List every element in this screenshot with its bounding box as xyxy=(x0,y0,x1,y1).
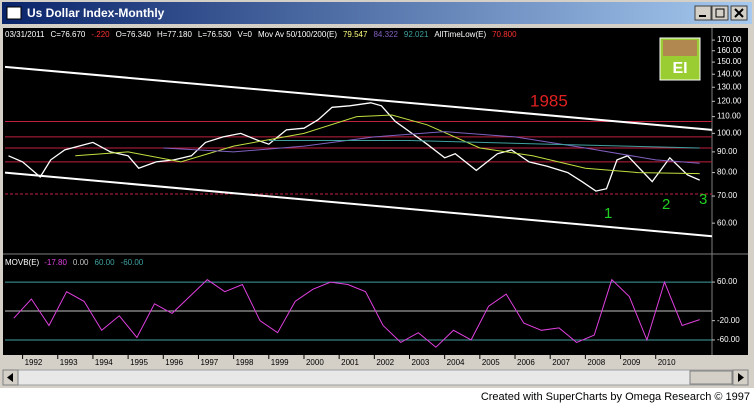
header-label: 84.322 xyxy=(373,30,398,39)
close-icon xyxy=(734,8,744,18)
y-tick-label: 100.00 xyxy=(717,128,742,137)
y-tick-label: 130.00 xyxy=(717,82,742,91)
header-label: -17.80 xyxy=(44,258,67,267)
y-tick-label: 120.00 xyxy=(717,96,742,105)
trendline xyxy=(4,171,713,238)
x-tick-label: 2000 xyxy=(306,358,324,367)
annotation: 1985 xyxy=(530,91,568,110)
y-tick-label: -60.00 xyxy=(717,335,740,344)
y-tick-label: 170.00 xyxy=(717,35,742,44)
y-tick-label: 110.00 xyxy=(717,112,741,121)
y-tick-label: 150.00 xyxy=(717,57,742,66)
y-tick-label: 80.00 xyxy=(717,168,738,177)
scroll-right-icon xyxy=(738,373,744,382)
y-tick-label: -20.00 xyxy=(717,316,740,325)
maximize-icon xyxy=(715,8,725,18)
header-label: -60.00 xyxy=(121,258,144,267)
x-tick-label: 2006 xyxy=(517,358,535,367)
trendline xyxy=(4,65,713,131)
x-tick-label: 2008 xyxy=(587,358,605,367)
x-tick-label: 1995 xyxy=(130,358,148,367)
x-tick-label: 1996 xyxy=(165,358,183,367)
header-label: 70.800 xyxy=(492,30,517,39)
scroll-left-icon xyxy=(7,373,13,382)
panel-title: MOVB(E) xyxy=(5,258,40,267)
y-tick-label: 60.00 xyxy=(717,277,738,286)
annotation: 1 xyxy=(604,205,612,222)
x-tick-label: 2009 xyxy=(623,358,641,367)
y-tick-label: 160.00 xyxy=(717,46,742,55)
x-tick-label: 2010 xyxy=(658,358,676,367)
x-tick-label: 2003 xyxy=(412,358,430,367)
x-tick-label: 2007 xyxy=(552,358,570,367)
x-tick-label: 2005 xyxy=(482,358,500,367)
header-label: O=76.340 xyxy=(116,30,152,39)
y-tick-label: 140.00 xyxy=(717,69,742,78)
x-tick-label: 2004 xyxy=(447,358,465,367)
maximize-button[interactable] xyxy=(711,5,729,21)
x-tick-label: 1998 xyxy=(236,358,254,367)
header-label: Mov Av 50/100/200(E) xyxy=(258,30,337,39)
y-tick-label: 60.00 xyxy=(717,218,738,227)
header-label: 79.547 xyxy=(343,30,368,39)
window-buttons[interactable] xyxy=(694,5,748,21)
header-label: C=76.670 xyxy=(50,30,85,39)
scroll-thumb[interactable] xyxy=(689,370,733,385)
series-line xyxy=(163,131,700,164)
x-tick-label: 2002 xyxy=(376,358,394,367)
series-line xyxy=(268,140,700,149)
header-label: L=76.530 xyxy=(198,30,232,39)
y-tick-label: 70.00 xyxy=(717,191,738,200)
badge: EI xyxy=(672,60,687,77)
chart-area xyxy=(3,28,748,355)
y-tick-label: 90.00 xyxy=(717,147,738,156)
series-line xyxy=(13,278,700,348)
minimize-button[interactable] xyxy=(694,5,712,21)
header-label: H=77.180 xyxy=(157,30,192,39)
x-tick-label: 1993 xyxy=(60,358,78,367)
x-tick-label: 2001 xyxy=(341,358,359,367)
title-bar xyxy=(2,2,752,24)
x-tick-label: 1992 xyxy=(25,358,43,367)
window-icon xyxy=(6,6,22,20)
window-title: Us Dollar Index-Monthly xyxy=(27,6,165,20)
x-tick-label: 1994 xyxy=(95,358,113,367)
annotation: 2 xyxy=(662,196,670,213)
header-label: 60.00 xyxy=(95,258,116,267)
x-tick-label: 1997 xyxy=(200,358,218,367)
series-line xyxy=(75,114,700,175)
x-tick-label: 1999 xyxy=(271,358,289,367)
time-axis xyxy=(3,355,748,369)
annotation: 3 xyxy=(699,191,707,208)
header-label: 03/31/2011 xyxy=(5,30,45,39)
footer: Created with SuperCharts by Omega Resear… xyxy=(481,391,750,403)
header-label: 92.021 xyxy=(404,30,429,39)
header-label: V=0 xyxy=(238,30,253,39)
header-label: AllTimeLow(E) xyxy=(434,30,486,39)
header-label: 0.00 xyxy=(73,258,89,267)
badge-picture xyxy=(663,40,697,56)
header-label: -.220 xyxy=(91,30,110,39)
scrollbar[interactable] xyxy=(2,369,749,386)
